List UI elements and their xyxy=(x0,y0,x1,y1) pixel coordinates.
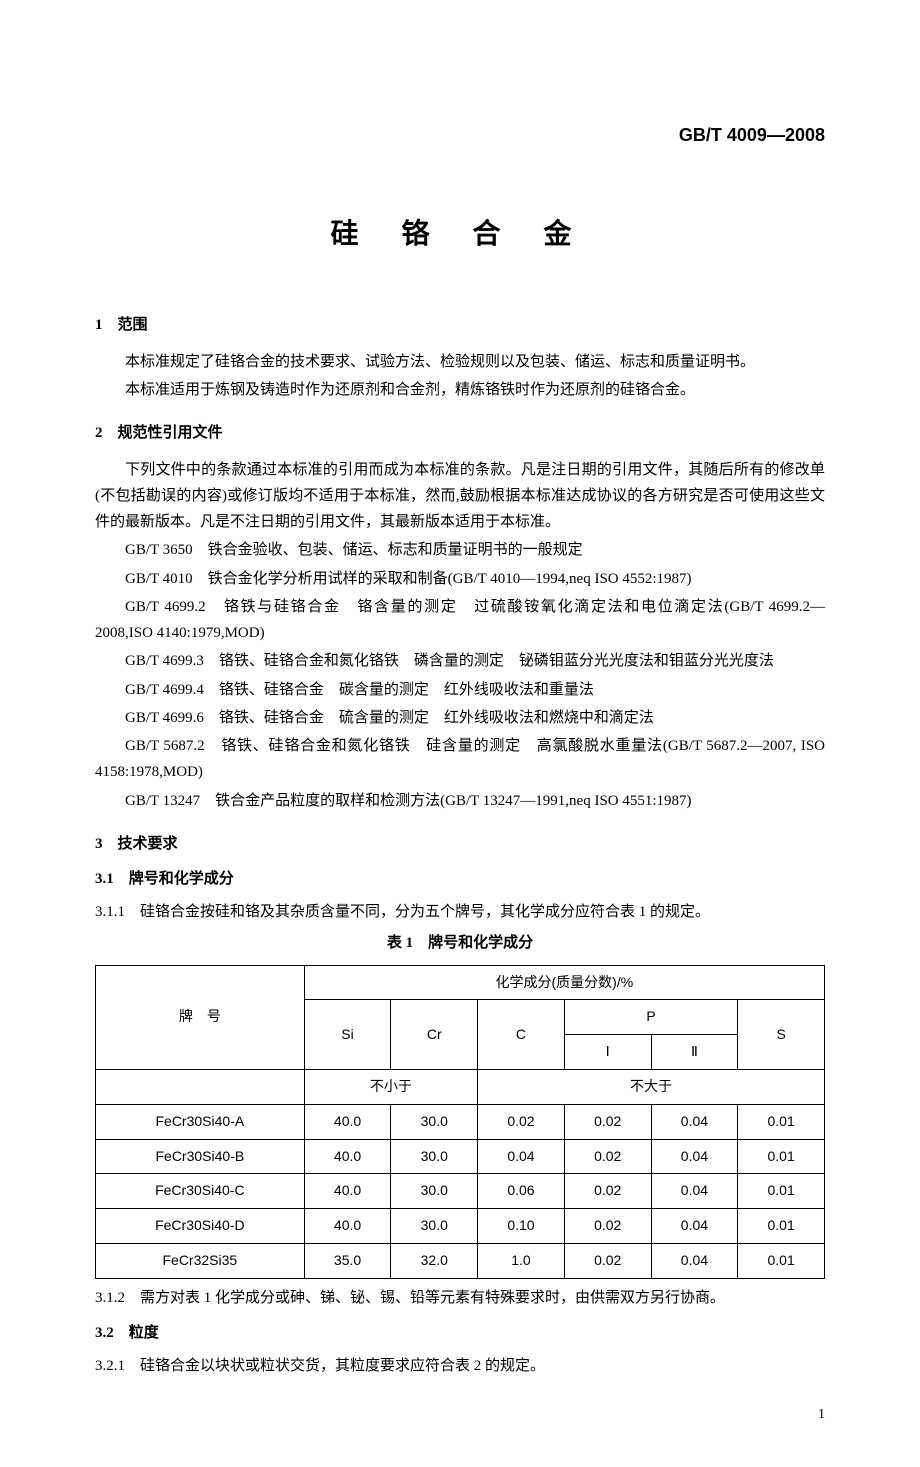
cell-si: 40.0 xyxy=(304,1139,391,1174)
cell-p1: 0.02 xyxy=(564,1139,651,1174)
clause-3-1-1: 3.1.1 硅铬合金按硅和铬及其杂质含量不同，分为五个牌号，其化学成分应符合表 … xyxy=(95,899,825,925)
th-ge: 不小于 xyxy=(304,1070,477,1105)
section-3-heading: 3 技术要求 xyxy=(95,832,825,858)
clause-3-1-2: 3.1.2 需方对表 1 化学成分或砷、锑、铋、锡、铅等元素有特殊要求时，由供需… xyxy=(95,1285,825,1311)
table-1-caption: 表 1 牌号和化学成分 xyxy=(95,931,825,957)
th-brand: 牌 号 xyxy=(96,965,305,1069)
cell-brand: FeCr30Si40-A xyxy=(96,1104,305,1139)
cell-cr: 30.0 xyxy=(391,1139,478,1174)
table-1: 牌 号 化学成分(质量分数)/% Si Cr C P S Ⅰ Ⅱ 不小于 不大于… xyxy=(95,965,825,1279)
cell-p2: 0.04 xyxy=(651,1104,738,1139)
ref-item: GB/T 4699.2 铬铁与硅铬合金 铬含量的测定 过硫酸铵氧化滴定法和电位滴… xyxy=(95,594,825,647)
cell-p1: 0.02 xyxy=(564,1209,651,1244)
ref-item: GB/T 4010 铁合金化学分析用试样的采取和制备(GB/T 4010—199… xyxy=(95,566,825,592)
section-2-heading: 2 规范性引用文件 xyxy=(95,421,825,447)
document-title: 硅 铬 合 金 xyxy=(95,211,825,259)
ref-item: GB/T 4699.4 铬铁、硅铬合金 碳含量的测定 红外线吸收法和重量法 xyxy=(95,677,825,703)
section-1-p2: 本标准适用于炼钢及铸造时作为还原剂和合金剂，精炼铬铁时作为还原剂的硅铬合金。 xyxy=(95,377,825,403)
cell-s: 0.01 xyxy=(738,1244,825,1279)
cell-p2: 0.04 xyxy=(651,1209,738,1244)
section-2-p1: 下列文件中的条款通过本标准的引用而成为本标准的条款。凡是注日期的引用文件，其随后… xyxy=(95,457,825,536)
cell-c: 0.06 xyxy=(478,1174,565,1209)
cell-cr: 30.0 xyxy=(391,1174,478,1209)
cell-brand: FeCr30Si40-D xyxy=(96,1209,305,1244)
cell-s: 0.01 xyxy=(738,1104,825,1139)
table-1-body: FeCr30Si40-A 40.0 30.0 0.02 0.02 0.04 0.… xyxy=(96,1104,825,1278)
th-p1: Ⅰ xyxy=(564,1035,651,1070)
th-p2: Ⅱ xyxy=(651,1035,738,1070)
th-si: Si xyxy=(304,1000,391,1070)
cell-brand: FeCr32Si35 xyxy=(96,1244,305,1279)
cell-p2: 0.04 xyxy=(651,1174,738,1209)
cell-s: 0.01 xyxy=(738,1174,825,1209)
ref-item: GB/T 4699.6 铬铁、硅铬合金 硫含量的测定 红外线吸收法和燃烧中和滴定… xyxy=(95,705,825,731)
table-row: FeCr30Si40-C 40.0 30.0 0.06 0.02 0.04 0.… xyxy=(96,1174,825,1209)
ref-item: GB/T 4699.3 铬铁、硅铬合金和氮化铬铁 磷含量的测定 铋磷钼蓝分光光度… xyxy=(95,648,825,674)
cell-brand: FeCr30Si40-C xyxy=(96,1174,305,1209)
clause-3-2-1: 3.2.1 硅铬合金以块状或粒状交货，其粒度要求应符合表 2 的规定。 xyxy=(95,1353,825,1379)
cell-c: 0.10 xyxy=(478,1209,565,1244)
th-le: 不大于 xyxy=(478,1070,825,1105)
table-row: FeCr32Si35 35.0 32.0 1.0 0.02 0.04 0.01 xyxy=(96,1244,825,1279)
section-1-p1: 本标准规定了硅铬合金的技术要求、试验方法、检验规则以及包装、储运、标志和质量证明… xyxy=(95,349,825,375)
cell-s: 0.01 xyxy=(738,1209,825,1244)
cell-p1: 0.02 xyxy=(564,1104,651,1139)
cell-cr: 32.0 xyxy=(391,1244,478,1279)
cell-c: 1.0 xyxy=(478,1244,565,1279)
th-p: P xyxy=(564,1000,737,1035)
cell-cr: 30.0 xyxy=(391,1104,478,1139)
th-s: S xyxy=(738,1000,825,1070)
ref-item: GB/T 5687.2 铬铁、硅铬合金和氮化铬铁 硅含量的测定 高氯酸脱水重量法… xyxy=(95,733,825,786)
cell-p2: 0.04 xyxy=(651,1244,738,1279)
cell-si: 40.0 xyxy=(304,1104,391,1139)
cell-si: 40.0 xyxy=(304,1174,391,1209)
ref-item: GB/T 13247 铁合金产品粒度的取样和检测方法(GB/T 13247—19… xyxy=(95,788,825,814)
th-cr: Cr xyxy=(391,1000,478,1070)
th-composition: 化学成分(质量分数)/% xyxy=(304,965,824,1000)
cell-c: 0.02 xyxy=(478,1104,565,1139)
th-c: C xyxy=(478,1000,565,1070)
standard-code: GB/T 4009—2008 xyxy=(95,120,825,151)
table-row: FeCr30Si40-D 40.0 30.0 0.10 0.02 0.04 0.… xyxy=(96,1209,825,1244)
section-3-2-heading: 3.2 粒度 xyxy=(95,1321,825,1347)
cell-s: 0.01 xyxy=(738,1139,825,1174)
ref-item: GB/T 3650 铁合金验收、包装、储运、标志和质量证明书的一般规定 xyxy=(95,537,825,563)
cell-brand: FeCr30Si40-B xyxy=(96,1139,305,1174)
th-blank xyxy=(96,1070,305,1105)
cell-c: 0.04 xyxy=(478,1139,565,1174)
table-row: FeCr30Si40-A 40.0 30.0 0.02 0.02 0.04 0.… xyxy=(96,1104,825,1139)
page-number: 1 xyxy=(95,1403,825,1427)
cell-si: 35.0 xyxy=(304,1244,391,1279)
cell-p1: 0.02 xyxy=(564,1244,651,1279)
cell-p1: 0.02 xyxy=(564,1174,651,1209)
cell-si: 40.0 xyxy=(304,1209,391,1244)
cell-cr: 30.0 xyxy=(391,1209,478,1244)
cell-p2: 0.04 xyxy=(651,1139,738,1174)
table-row: FeCr30Si40-B 40.0 30.0 0.04 0.02 0.04 0.… xyxy=(96,1139,825,1174)
section-1-heading: 1 范围 xyxy=(95,313,825,339)
section-3-1-heading: 3.1 牌号和化学成分 xyxy=(95,867,825,893)
